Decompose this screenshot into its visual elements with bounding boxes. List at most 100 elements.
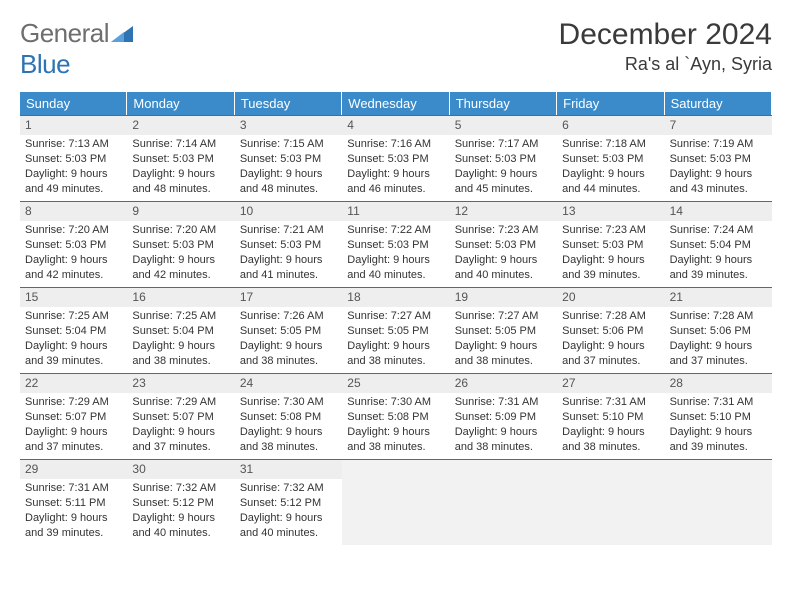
day-body: Sunrise: 7:14 AMSunset: 5:03 PMDaylight:… bbox=[127, 135, 234, 200]
sunrise-line: Sunrise: 7:13 AM bbox=[25, 137, 122, 152]
day-number: 3 bbox=[235, 116, 342, 135]
topbar: General Blue December 2024 Ra's al `Ayn,… bbox=[20, 18, 772, 80]
logo: General Blue bbox=[20, 18, 133, 80]
sunset-line: Sunset: 5:03 PM bbox=[240, 152, 337, 167]
daylight-line: Daylight: 9 hours and 38 minutes. bbox=[562, 425, 659, 455]
day-number: 23 bbox=[127, 374, 234, 393]
daylight-line: Daylight: 9 hours and 48 minutes. bbox=[132, 167, 229, 197]
day-body: Sunrise: 7:28 AMSunset: 5:06 PMDaylight:… bbox=[665, 307, 772, 372]
day-number: 21 bbox=[665, 288, 772, 307]
daylight-line: Daylight: 9 hours and 38 minutes. bbox=[455, 425, 552, 455]
sunrise-line: Sunrise: 7:23 AM bbox=[562, 223, 659, 238]
sunset-line: Sunset: 5:04 PM bbox=[132, 324, 229, 339]
location: Ra's al `Ayn, Syria bbox=[559, 54, 772, 75]
daylight-line: Daylight: 9 hours and 39 minutes. bbox=[25, 511, 122, 541]
day-cell: 2Sunrise: 7:14 AMSunset: 5:03 PMDaylight… bbox=[127, 115, 234, 201]
daylight-line: Daylight: 9 hours and 48 minutes. bbox=[240, 167, 337, 197]
sunset-line: Sunset: 5:03 PM bbox=[347, 238, 444, 253]
sunrise-line: Sunrise: 7:31 AM bbox=[562, 395, 659, 410]
day-number: 17 bbox=[235, 288, 342, 307]
day-body: Sunrise: 7:22 AMSunset: 5:03 PMDaylight:… bbox=[342, 221, 449, 286]
blank-cell bbox=[342, 459, 449, 545]
sunrise-line: Sunrise: 7:18 AM bbox=[562, 137, 659, 152]
sunset-line: Sunset: 5:03 PM bbox=[562, 152, 659, 167]
sunrise-line: Sunrise: 7:24 AM bbox=[670, 223, 767, 238]
sunset-line: Sunset: 5:03 PM bbox=[562, 238, 659, 253]
day-cell: 8Sunrise: 7:20 AMSunset: 5:03 PMDaylight… bbox=[20, 201, 127, 287]
day-number: 25 bbox=[342, 374, 449, 393]
daylight-line: Daylight: 9 hours and 37 minutes. bbox=[670, 339, 767, 369]
day-cell: 5Sunrise: 7:17 AMSunset: 5:03 PMDaylight… bbox=[450, 115, 557, 201]
day-body: Sunrise: 7:31 AMSunset: 5:10 PMDaylight:… bbox=[665, 393, 772, 458]
sunrise-line: Sunrise: 7:27 AM bbox=[455, 309, 552, 324]
daylight-line: Daylight: 9 hours and 42 minutes. bbox=[25, 253, 122, 283]
daylight-line: Daylight: 9 hours and 39 minutes. bbox=[670, 253, 767, 283]
day-cell: 17Sunrise: 7:26 AMSunset: 5:05 PMDayligh… bbox=[235, 287, 342, 373]
day-body: Sunrise: 7:26 AMSunset: 5:05 PMDaylight:… bbox=[235, 307, 342, 372]
day-body: Sunrise: 7:31 AMSunset: 5:11 PMDaylight:… bbox=[20, 479, 127, 544]
sunset-line: Sunset: 5:03 PM bbox=[455, 238, 552, 253]
day-cell: 16Sunrise: 7:25 AMSunset: 5:04 PMDayligh… bbox=[127, 287, 234, 373]
day-body: Sunrise: 7:27 AMSunset: 5:05 PMDaylight:… bbox=[342, 307, 449, 372]
day-number: 20 bbox=[557, 288, 664, 307]
day-number: 19 bbox=[450, 288, 557, 307]
day-body: Sunrise: 7:25 AMSunset: 5:04 PMDaylight:… bbox=[20, 307, 127, 372]
daylight-line: Daylight: 9 hours and 38 minutes. bbox=[240, 339, 337, 369]
day-cell: 28Sunrise: 7:31 AMSunset: 5:10 PMDayligh… bbox=[665, 373, 772, 459]
calendar-grid: SundayMondayTuesdayWednesdayThursdayFrid… bbox=[20, 92, 772, 545]
day-number: 26 bbox=[450, 374, 557, 393]
sunrise-line: Sunrise: 7:31 AM bbox=[25, 481, 122, 496]
daylight-line: Daylight: 9 hours and 38 minutes. bbox=[240, 425, 337, 455]
sunset-line: Sunset: 5:05 PM bbox=[240, 324, 337, 339]
day-body: Sunrise: 7:20 AMSunset: 5:03 PMDaylight:… bbox=[127, 221, 234, 286]
day-cell: 10Sunrise: 7:21 AMSunset: 5:03 PMDayligh… bbox=[235, 201, 342, 287]
sunrise-line: Sunrise: 7:20 AM bbox=[132, 223, 229, 238]
day-cell: 3 Sunrise: 7:15 AMSunset: 5:03 PMDaylight… bbox=[235, 115, 342, 201]
sunrise-line: Sunrise: 7:20 AM bbox=[25, 223, 122, 238]
day-body: Sunrise: 7:32 AMSunset: 5:12 PMDaylight:… bbox=[127, 479, 234, 544]
sunset-line: Sunset: 5:03 PM bbox=[670, 152, 767, 167]
day-number: 18 bbox=[342, 288, 449, 307]
day-number: 15 bbox=[20, 288, 127, 307]
daylight-line: Daylight: 9 hours and 46 minutes. bbox=[347, 167, 444, 197]
day-cell: 15Sunrise: 7:25 AMSunset: 5:04 PMDayligh… bbox=[20, 287, 127, 373]
sunrise-line: Sunrise: 7:16 AM bbox=[347, 137, 444, 152]
day-number: 5 bbox=[450, 116, 557, 135]
sunrise-line: Sunrise: 7:25 AM bbox=[132, 309, 229, 324]
day-body: Sunrise: 7:31 AMSunset: 5:09 PMDaylight:… bbox=[450, 393, 557, 458]
day-body: Sunrise: 7:28 AMSunset: 5:06 PMDaylight:… bbox=[557, 307, 664, 372]
sunset-line: Sunset: 5:08 PM bbox=[240, 410, 337, 425]
daylight-line: Daylight: 9 hours and 45 minutes. bbox=[455, 167, 552, 197]
daylight-line: Daylight: 9 hours and 38 minutes. bbox=[455, 339, 552, 369]
sunrise-line: Sunrise: 7:15 AM bbox=[240, 137, 337, 152]
sunrise-line: Sunrise: 7:26 AM bbox=[240, 309, 337, 324]
daylight-line: Daylight: 9 hours and 37 minutes. bbox=[25, 425, 122, 455]
sunrise-line: Sunrise: 7:29 AM bbox=[25, 395, 122, 410]
daylight-line: Daylight: 9 hours and 38 minutes. bbox=[347, 339, 444, 369]
day-number: 11 bbox=[342, 202, 449, 221]
sunrise-line: Sunrise: 7:31 AM bbox=[455, 395, 552, 410]
sunset-line: Sunset: 5:03 PM bbox=[132, 152, 229, 167]
day-number: 10 bbox=[235, 202, 342, 221]
sunrise-line: Sunrise: 7:31 AM bbox=[670, 395, 767, 410]
day-number: 6 bbox=[557, 116, 664, 135]
sunset-line: Sunset: 5:07 PM bbox=[132, 410, 229, 425]
day-cell: 22Sunrise: 7:29 AMSunset: 5:07 PMDayligh… bbox=[20, 373, 127, 459]
day-cell: 23Sunrise: 7:29 AMSunset: 5:07 PMDayligh… bbox=[127, 373, 234, 459]
daylight-line: Daylight: 9 hours and 40 minutes. bbox=[132, 511, 229, 541]
day-number: 28 bbox=[665, 374, 772, 393]
sunset-line: Sunset: 5:06 PM bbox=[670, 324, 767, 339]
day-body: Sunrise: 7:29 AMSunset: 5:07 PMDaylight:… bbox=[127, 393, 234, 458]
sunset-line: Sunset: 5:12 PM bbox=[240, 496, 337, 511]
logo-triangle-icon bbox=[111, 18, 133, 49]
day-number: 2 bbox=[127, 116, 234, 135]
day-cell: 9Sunrise: 7:20 AMSunset: 5:03 PMDaylight… bbox=[127, 201, 234, 287]
day-body: Sunrise: 7:18 AMSunset: 5:03 PMDaylight:… bbox=[557, 135, 664, 200]
dow-header: Tuesday bbox=[235, 92, 342, 115]
day-cell: 18Sunrise: 7:27 AMSunset: 5:05 PMDayligh… bbox=[342, 287, 449, 373]
day-cell: 14Sunrise: 7:24 AMSunset: 5:04 PMDayligh… bbox=[665, 201, 772, 287]
day-number: 29 bbox=[20, 460, 127, 479]
sunset-line: Sunset: 5:03 PM bbox=[25, 152, 122, 167]
blank-cell bbox=[665, 459, 772, 545]
sunrise-line: Sunrise: 7:25 AM bbox=[25, 309, 122, 324]
